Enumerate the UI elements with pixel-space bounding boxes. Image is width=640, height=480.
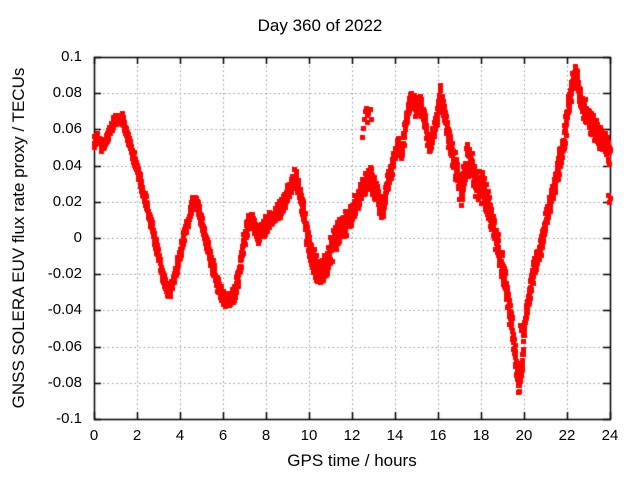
y-tick-label: 0.02 [52,192,82,210]
x-tick-label: 20 [515,427,533,444]
x-tick-label: 2 [132,427,142,444]
y-tick-label: -0.06 [47,337,82,355]
x-tick-label: 22 [558,427,576,444]
y-tick-label: -0.04 [47,301,82,319]
x-tick-label: 4 [175,427,185,444]
x-tick-label: 8 [261,427,271,444]
x-tick-label: 10 [300,427,318,444]
x-tick-label: 18 [472,427,490,444]
x-tick-label: 0 [89,427,99,444]
y-tick-label: -0.02 [47,265,82,283]
x-tick-label: 16 [429,427,447,444]
chart-title: Day 360 of 2022 [257,16,383,35]
x-axis-label: GPS time / hours [287,451,417,470]
y-tick-label: 0 [73,229,82,246]
y-tick-label: -0.08 [47,373,82,391]
x-tick-label: 24 [601,427,619,444]
x-tick-label: 6 [218,427,228,444]
x-tick-label: 12 [343,427,361,444]
y-tick-label: 0.04 [52,156,82,174]
y-tick-label: 0.1 [61,48,82,65]
x-tick-label: 14 [386,427,404,444]
y-tick-label: 0.06 [52,120,82,138]
y-tick-label: 0.08 [52,84,82,102]
y-tick-label: -0.1 [56,410,82,427]
